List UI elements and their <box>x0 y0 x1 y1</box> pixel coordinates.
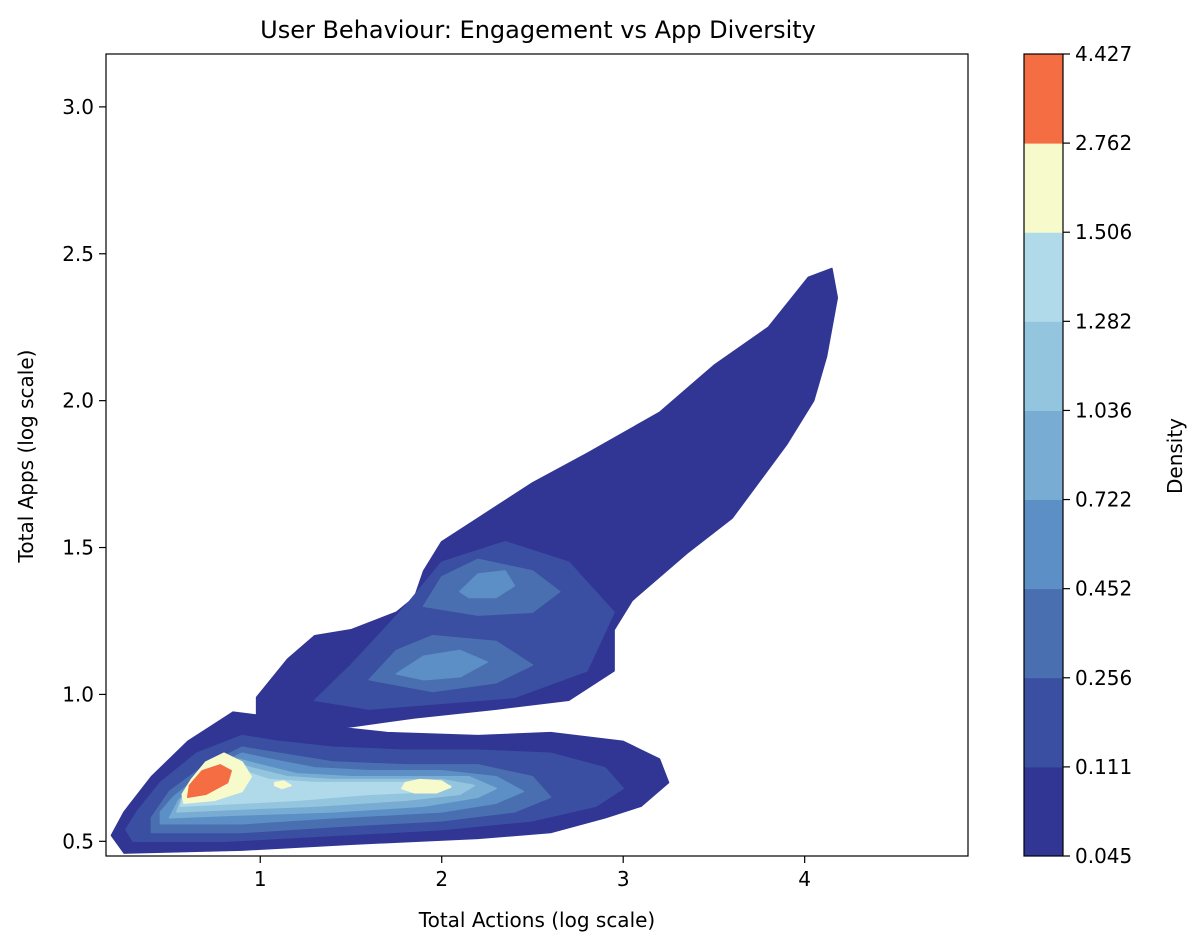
contour-level-3-region-1 <box>395 649 488 681</box>
colorbar-segment <box>1024 499 1063 590</box>
colorbar-tick-label: 0.256 <box>1075 666 1132 690</box>
colorbar-segment <box>1024 588 1063 679</box>
colorbar-segment <box>1024 232 1063 322</box>
x-tick-label: 3 <box>617 867 630 891</box>
colorbar-tick-label: 1.036 <box>1075 398 1132 422</box>
colorbar-tick-label: 1.282 <box>1075 309 1132 333</box>
y-tick-label: 2.5 <box>62 242 94 266</box>
contour-level-7-region-1 <box>401 778 452 794</box>
plot-frame <box>105 53 969 857</box>
colorbar-tick-label: 0.452 <box>1075 577 1132 601</box>
plot-area <box>105 53 969 857</box>
y-tick-label: 2.0 <box>62 389 94 413</box>
chart-title: User Behaviour: Engagement vs App Divers… <box>260 16 816 44</box>
colorbar-tick-label: 2.762 <box>1075 131 1132 155</box>
colorbar-tick-label: 0.111 <box>1075 755 1132 779</box>
y-axis-label: Total Apps (log scale) <box>14 350 38 564</box>
y-tick-label: 1.0 <box>62 682 94 706</box>
x-tick-label: 4 <box>798 867 811 891</box>
y-tick-label: 1.5 <box>62 536 94 560</box>
contour-level-8-region-0 <box>186 764 232 798</box>
colorbar-segment <box>1024 766 1063 857</box>
colorbar-tick-label: 4.427 <box>1075 42 1132 66</box>
colorbar-segment <box>1024 410 1063 501</box>
colorbar-segment <box>1024 677 1063 768</box>
contour-level-3-region-2 <box>459 570 516 599</box>
colorbar-frame <box>1023 53 1064 857</box>
colorbar-tick-label: 1.506 <box>1075 220 1132 244</box>
colorbar-segment <box>1024 143 1063 233</box>
y-axis: 0.5 1.0 1.5 2.0 2.5 3.0 <box>62 95 106 853</box>
colorbar-segment <box>1024 321 1063 411</box>
y-tick-label: 0.5 <box>62 829 94 853</box>
x-axis-label: Total Actions (log scale) <box>418 908 655 932</box>
colorbar-segment <box>1024 54 1063 144</box>
y-tick-label: 3.0 <box>62 95 94 119</box>
x-axis: 1 2 3 4 <box>254 856 811 891</box>
colorbar-label: Density <box>1163 418 1187 494</box>
x-tick-label: 1 <box>254 867 267 891</box>
colorbar-tick-label: 0.722 <box>1075 488 1132 512</box>
contour-layer <box>110 267 839 854</box>
colorbar: 0.045 0.111 0.256 0.452 0.722 1.036 1.282 1.506… <box>1023 42 1132 868</box>
x-tick-label: 2 <box>435 867 448 891</box>
contour-level-7-region-2 <box>274 780 292 790</box>
colorbar-tick-label: 0.045 <box>1075 844 1132 868</box>
